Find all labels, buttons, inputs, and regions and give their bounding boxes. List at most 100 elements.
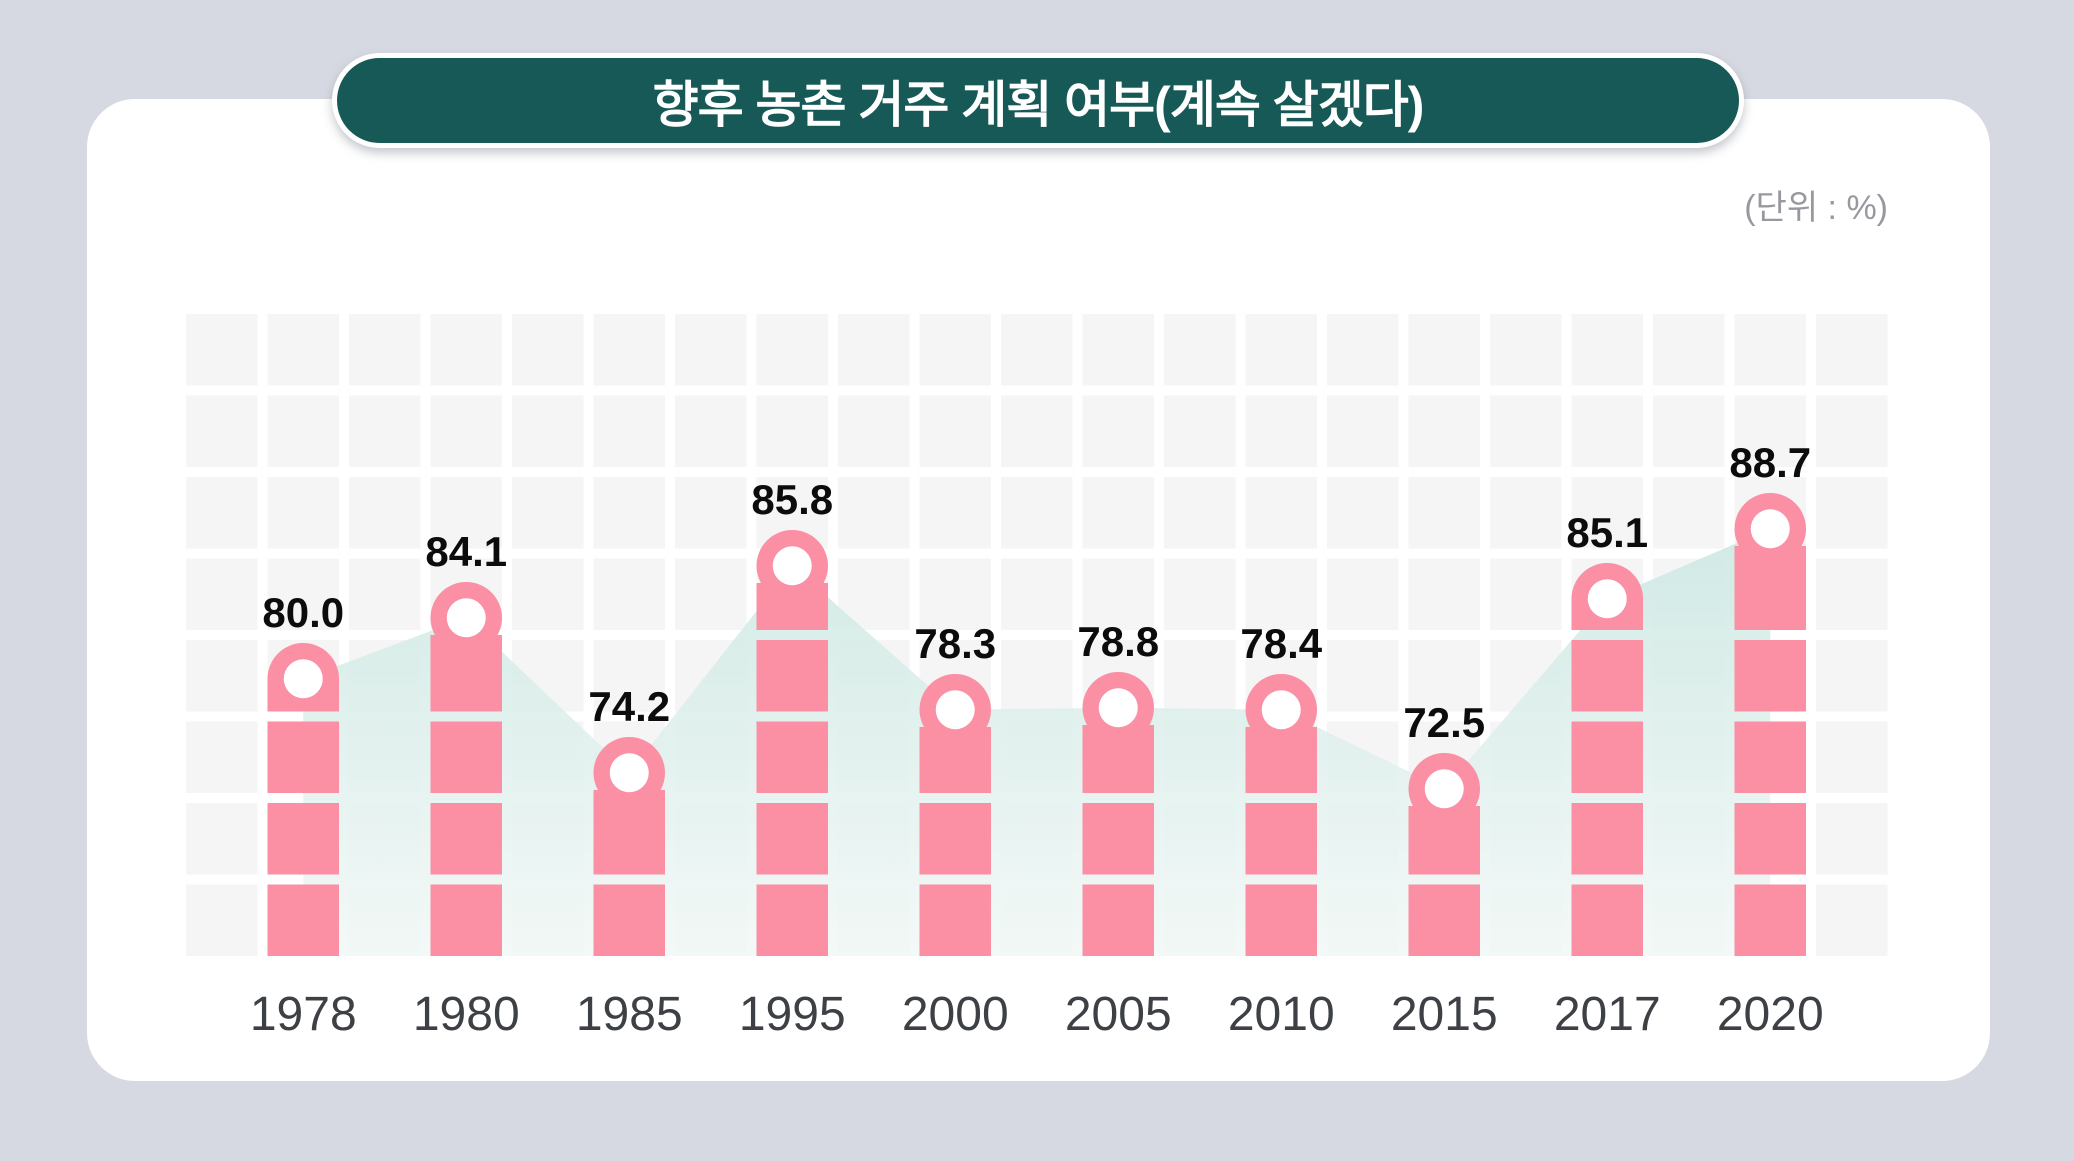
bar-segment [430, 803, 502, 875]
bar-segment [1571, 884, 1643, 956]
bar-segment [756, 640, 828, 712]
marker-hole [609, 753, 649, 793]
grid-cell [1816, 803, 1888, 875]
year-label-2015: 2015 [1391, 988, 1498, 1041]
grid-cell [1082, 314, 1154, 386]
grid-cell [1245, 314, 1317, 386]
year-label-1995: 1995 [739, 988, 846, 1041]
value-label-1978: 80.0 [262, 589, 344, 636]
grid-cell [1001, 314, 1073, 386]
grid-cell [1408, 314, 1480, 386]
grid-cell [1245, 395, 1317, 467]
grid-cell [1816, 721, 1888, 793]
trend-area [303, 528, 1771, 956]
pin-body [1408, 806, 1480, 875]
grid-cell [430, 314, 502, 386]
unit-label: (단위 : %) [1744, 189, 1888, 227]
bar-segment [1734, 803, 1806, 875]
bar-segment [1734, 721, 1806, 793]
grid-cell [186, 395, 258, 467]
pin-body [1082, 725, 1154, 793]
grid-cell [1082, 558, 1154, 630]
marker-hole [772, 546, 812, 586]
marker-hole [1587, 579, 1627, 619]
marker-hole [1750, 509, 1790, 549]
grid-cell [838, 477, 910, 549]
value-label-2010: 78.4 [1240, 620, 1322, 667]
bar-segment [1571, 640, 1643, 712]
pin-body [430, 635, 502, 712]
bar-segment [430, 721, 502, 793]
grid-cell [1816, 884, 1888, 956]
grid-cell [512, 477, 584, 549]
year-label-1985: 1985 [576, 988, 683, 1041]
grid-cell [186, 558, 258, 630]
title-pill: 향후 농촌 거주 계획 여부(계속 살겠다) [332, 53, 1744, 148]
value-label-2000: 78.3 [914, 620, 996, 667]
bar-segment [1245, 884, 1317, 956]
grid-cell [756, 314, 828, 386]
bar-segment [1734, 884, 1806, 956]
grid-cell [1734, 395, 1806, 467]
grid-cell [1408, 640, 1480, 712]
grid-cell [1653, 395, 1725, 467]
pin-body [756, 583, 828, 630]
grid-cell [675, 314, 747, 386]
bar-2005: 78.8 2005 [1065, 618, 1172, 1041]
marker-hole [935, 690, 975, 730]
grid-cell [1001, 395, 1073, 467]
bar-1985: 74.2 1985 [576, 683, 683, 1041]
bar-1980: 84.1 1980 [413, 528, 520, 1041]
bar-segment [593, 884, 665, 956]
grid-cell [1001, 640, 1073, 712]
grid-cell [919, 395, 991, 467]
pin-body [1245, 727, 1317, 793]
bar-segment [1082, 884, 1154, 956]
value-label-1985: 74.2 [588, 683, 670, 730]
year-label-2005: 2005 [1065, 988, 1172, 1041]
grid-cell [186, 477, 258, 549]
marker-hole [1424, 769, 1464, 809]
grid-cell [593, 477, 665, 549]
grid-cell [1327, 477, 1399, 549]
grid-cell [349, 558, 421, 630]
year-label-1980: 1980 [413, 988, 520, 1041]
bar-segment [756, 721, 828, 793]
bar-segment [756, 803, 828, 875]
grid-cell [186, 314, 258, 386]
marker-hole [283, 659, 323, 699]
bar-segment [756, 884, 828, 956]
grid-cell [1816, 558, 1888, 630]
grid-cell [593, 314, 665, 386]
grid-cell [1816, 477, 1888, 549]
page-title: 향후 농촌 거주 계획 여부(계속 살겠다) [652, 76, 1425, 133]
grid-cell [1164, 558, 1236, 630]
year-label-2020: 2020 [1717, 988, 1824, 1041]
bar-segment [919, 884, 991, 956]
value-label-2020: 88.7 [1729, 439, 1811, 486]
marker-hole [1261, 690, 1301, 730]
grid-cell [1245, 477, 1317, 549]
grid-cell [1082, 477, 1154, 549]
grid-cell [756, 395, 828, 467]
grid-cell [512, 314, 584, 386]
value-label-2017: 85.1 [1566, 509, 1648, 556]
bar-segment [1245, 803, 1317, 875]
bar-segment [1408, 884, 1480, 956]
grid-cell [1816, 640, 1888, 712]
grid-cell [1327, 395, 1399, 467]
grid-cell [186, 640, 258, 712]
grid-cell [919, 558, 991, 630]
grid-cell [512, 395, 584, 467]
pin-body [593, 790, 665, 875]
grid-cell [1082, 395, 1154, 467]
grid-cell [1653, 314, 1725, 386]
grid-cell [593, 395, 665, 467]
grid-cell [1408, 395, 1480, 467]
grid-cell [1408, 558, 1480, 630]
value-label-2015: 72.5 [1403, 699, 1485, 746]
marker-hole [446, 598, 486, 638]
bar-segment [430, 884, 502, 956]
value-label-2005: 78.8 [1077, 618, 1159, 665]
grid-cell [349, 395, 421, 467]
